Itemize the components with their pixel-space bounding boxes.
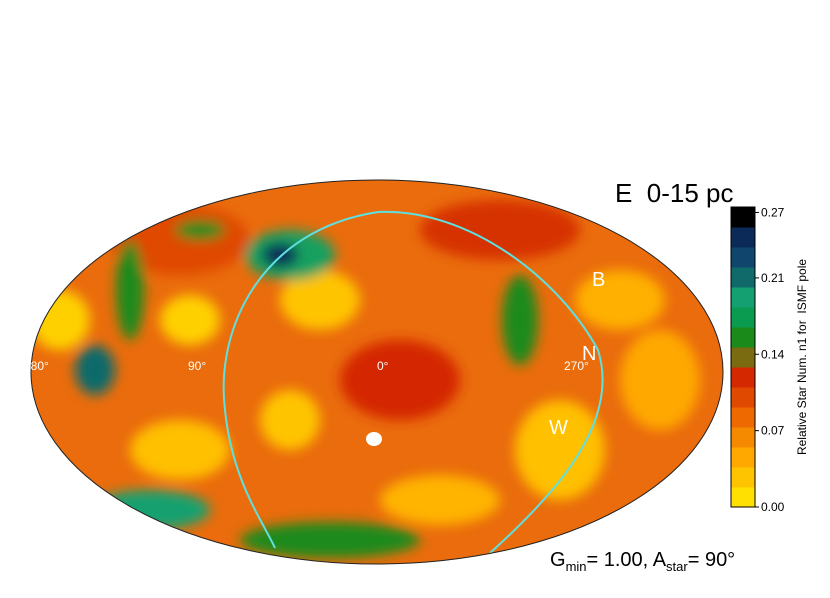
colorbar-band [731,227,755,248]
marker-label: B [592,269,605,291]
footer-part: G [550,549,566,571]
colorbar-band [731,207,755,228]
colorbar-band [731,467,755,488]
colorbar-tick-label: 0.07 [761,424,785,438]
footer-part: min [566,559,587,574]
lon-label: 270° [564,359,589,373]
colorbar-band [731,427,755,448]
footer-part: = 90° [688,549,735,571]
colorbar-band [731,287,755,308]
footer: Gmin= 1.00, Astar= 90° [550,549,735,574]
lon-label: 180° [24,359,49,373]
colorbar: 0.00 0.07 0.14 0.21 0.27 [730,205,785,514]
footer-part: = 1.00, A [587,549,667,571]
colorbar-tick-label: 0.00 [761,500,785,514]
title: E 0-15 pc [615,178,734,208]
colorbar-frame [730,206,756,508]
footer-part: star [666,559,688,574]
lon-label: 90° [188,359,206,373]
colorbar-band [731,247,755,268]
colorbar-band [731,367,755,388]
colorbar-band [731,307,755,328]
marker-label: N [582,343,596,365]
colorbar-band [731,407,755,428]
colorbar-label: Relative Star Num. n1 for ISMF pole [795,259,809,455]
longitude-labels: 180° 90° 0° 270° [24,359,589,373]
colorbar-band [731,267,755,288]
map-outline [30,179,724,565]
colorbar-band [731,327,755,348]
colorbar-band [731,487,755,508]
colorbar-tick-label: 0.14 [761,347,785,361]
marker-label: W [549,417,568,439]
colorbar-tick-label: 0.27 [761,205,785,219]
colorbar-band [731,387,755,408]
sky-map [31,180,723,564]
colorbar-band [731,347,755,368]
colorbar-band [731,447,755,468]
lon-label: 0° [377,359,389,373]
colorbar-tick-label: 0.21 [761,271,785,285]
